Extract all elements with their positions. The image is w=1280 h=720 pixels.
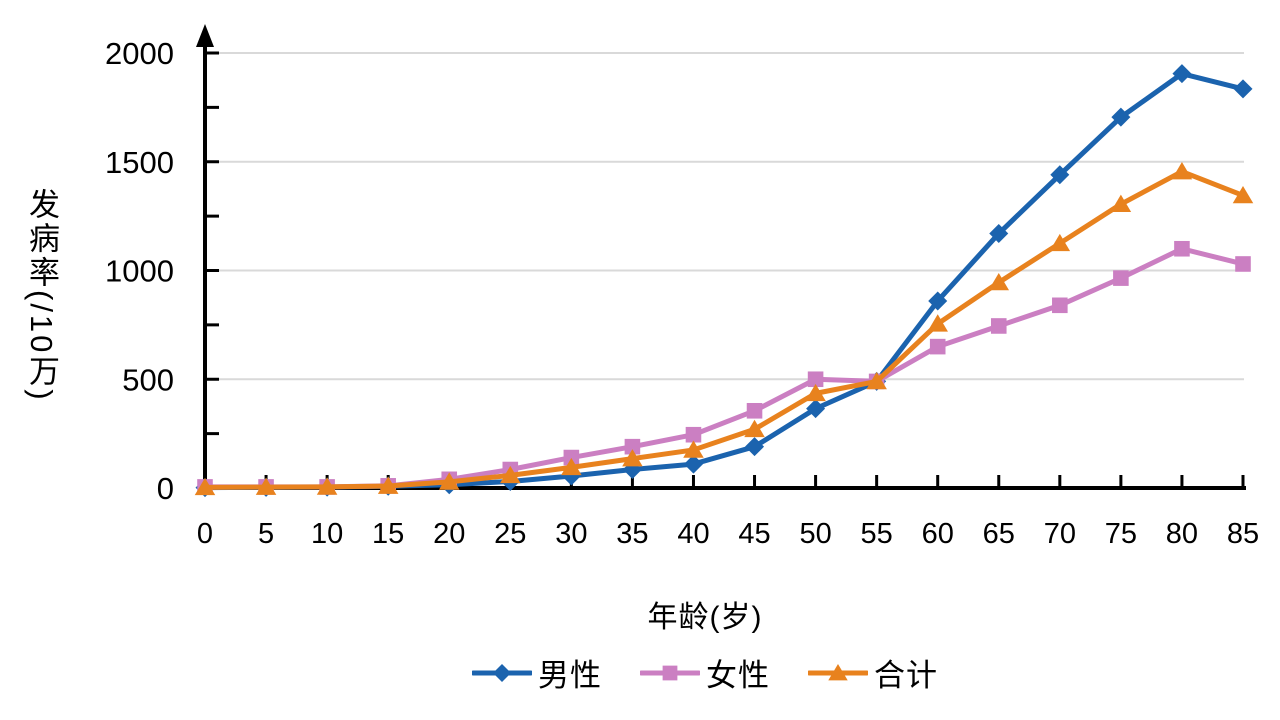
data-point-male-age-50 bbox=[806, 399, 826, 419]
x-tick-label: 45 bbox=[738, 518, 770, 550]
y-tick-label: 2000 bbox=[105, 36, 174, 71]
data-point-total-age-10 bbox=[316, 477, 338, 495]
series-male bbox=[195, 64, 1253, 498]
data-point-total-age-80 bbox=[1171, 162, 1193, 180]
x-tick-label: 50 bbox=[799, 518, 831, 550]
data-point-male-age-65 bbox=[989, 224, 1009, 244]
legend-marker-total-icon bbox=[828, 663, 848, 680]
data-point-male-age-85 bbox=[1233, 79, 1253, 99]
x-tick-label: 55 bbox=[861, 518, 893, 550]
data-point-female-age-85 bbox=[1235, 256, 1251, 272]
x-tick-label: 15 bbox=[372, 518, 404, 550]
series-line-male bbox=[202, 71, 1246, 491]
data-point-total-age-0 bbox=[194, 477, 216, 496]
data-point-total-age-30 bbox=[561, 457, 582, 476]
data-point-total-age-50 bbox=[805, 383, 826, 402]
data-point-total-age-35 bbox=[622, 449, 643, 467]
data-point-female-age-40 bbox=[685, 426, 702, 443]
legend-swatch-female bbox=[640, 665, 700, 680]
x-tick-label: 85 bbox=[1227, 518, 1259, 550]
x-tick-label: 60 bbox=[922, 518, 954, 550]
x-tick-label: 0 bbox=[197, 518, 213, 550]
data-point-male-age-70 bbox=[1050, 165, 1070, 185]
data-point-total-age-70 bbox=[1049, 233, 1071, 252]
data-point-male-age-80 bbox=[1172, 64, 1192, 84]
legend-item-male: 男性 bbox=[472, 650, 602, 695]
data-point-female-age-65 bbox=[990, 318, 1007, 334]
data-point-male-age-40 bbox=[683, 454, 703, 474]
y-axis-arrow-icon bbox=[196, 24, 214, 47]
x-axis-title: 年龄(岁) bbox=[647, 601, 763, 634]
data-point-total-age-20 bbox=[438, 472, 460, 490]
data-point-male-age-45 bbox=[745, 437, 765, 457]
x-tick-label: 65 bbox=[983, 518, 1015, 550]
data-point-male-age-60 bbox=[928, 291, 948, 311]
data-point-total-age-45 bbox=[744, 419, 765, 438]
legend-swatch-male bbox=[472, 663, 532, 682]
y-tick-label: 0 bbox=[157, 471, 174, 506]
data-point-total-age-5 bbox=[255, 477, 277, 495]
legend-swatch-total bbox=[808, 663, 868, 680]
x-tick-label: 40 bbox=[677, 518, 709, 550]
data-point-total-age-60 bbox=[927, 314, 948, 332]
legend-marker-male-icon bbox=[493, 663, 511, 682]
legend-item-female: 女性 bbox=[640, 650, 770, 695]
data-point-female-age-75 bbox=[1113, 270, 1129, 286]
x-tick-label: 25 bbox=[494, 518, 526, 550]
x-tick-label: 5 bbox=[258, 518, 274, 550]
series-line-total bbox=[202, 169, 1246, 490]
data-point-female-age-45 bbox=[746, 402, 763, 419]
x-tick-label: 75 bbox=[1105, 518, 1137, 550]
data-point-female-age-35 bbox=[624, 438, 641, 455]
y-tick-label: 1500 bbox=[105, 145, 174, 180]
data-point-female-age-60 bbox=[929, 338, 946, 355]
x-tick-label: 10 bbox=[311, 518, 343, 550]
x-tick-label: 30 bbox=[555, 518, 587, 550]
x-tick-label: 20 bbox=[433, 518, 465, 550]
series-total bbox=[194, 162, 1254, 496]
series-line-female bbox=[202, 246, 1246, 490]
legend-marker-female-icon bbox=[662, 665, 678, 680]
chart-legend: 男性 女性 合计 bbox=[165, 650, 1245, 695]
data-point-female-age-80 bbox=[1174, 240, 1190, 257]
data-point-total-age-85 bbox=[1232, 185, 1254, 204]
y-tick-label: 500 bbox=[122, 362, 174, 397]
data-point-female-age-30 bbox=[563, 449, 580, 466]
data-point-total-age-40 bbox=[683, 440, 704, 458]
x-tick-label: 35 bbox=[616, 518, 648, 550]
data-point-total-age-65 bbox=[988, 272, 1010, 291]
x-tick-label: 80 bbox=[1166, 518, 1198, 550]
data-point-total-age-25 bbox=[500, 465, 521, 484]
data-point-total-age-55 bbox=[866, 371, 887, 390]
legend-item-total: 合计 bbox=[808, 650, 938, 695]
legend-label-total: 合计 bbox=[874, 658, 938, 693]
legend-label-female: 女性 bbox=[706, 658, 770, 693]
y-axis-title: 发病率(/10万) bbox=[24, 188, 59, 403]
legend-label-male: 男性 bbox=[538, 658, 602, 693]
data-point-total-age-15 bbox=[377, 476, 399, 494]
data-point-female-age-70 bbox=[1052, 297, 1068, 314]
x-tick-label: 70 bbox=[1044, 518, 1076, 550]
data-point-total-age-75 bbox=[1110, 194, 1132, 212]
data-point-male-age-75 bbox=[1111, 107, 1131, 127]
y-tick-label: 1000 bbox=[105, 254, 174, 289]
data-point-female-age-50 bbox=[807, 371, 824, 388]
